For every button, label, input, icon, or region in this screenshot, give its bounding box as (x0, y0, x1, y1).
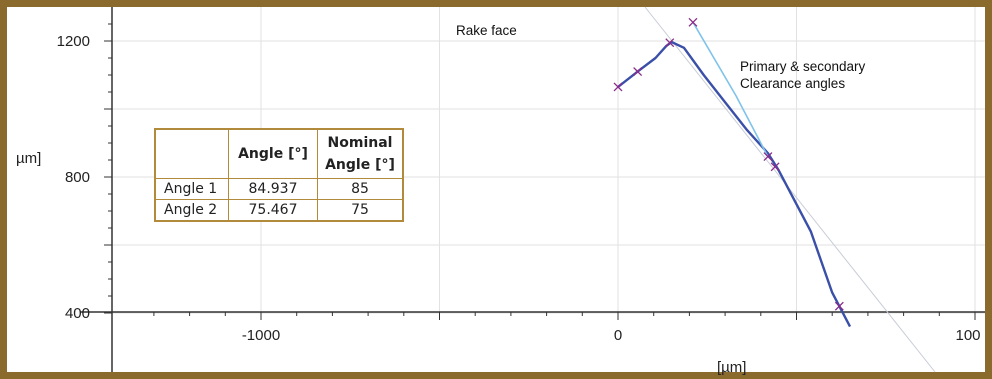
table-cell-angle: 75.467 (228, 199, 318, 222)
y-tick-label: 800 (65, 169, 90, 186)
series-profile-line (617, 40, 852, 328)
table-cell-label: Angle 1 (154, 178, 229, 200)
marker-point (613, 82, 623, 92)
x-tick-label: 0 (614, 327, 622, 344)
marker-stroke (613, 82, 623, 92)
table-header-nominal-line2: Angle [°] (325, 157, 395, 173)
marker-stroke (834, 301, 844, 311)
table-header-angle: Angle [°] (228, 128, 318, 179)
x-tick-label: 100 (955, 327, 980, 344)
x-axis-label: [µm] (717, 359, 746, 376)
table-cell-angle: 84.937 (228, 178, 318, 200)
marker-stroke (770, 162, 780, 172)
marker-point (688, 17, 698, 27)
series-clearance-line (692, 21, 769, 157)
y-tick-label: 1200 (57, 33, 90, 50)
axes (80, 7, 985, 372)
y-axis-label: µm] (16, 150, 41, 167)
x-tick-label: -1000 (242, 327, 280, 344)
marker-stroke (633, 67, 643, 77)
marker-stroke (763, 152, 773, 162)
table-cell-nominal: 75 (317, 199, 404, 222)
grid-lines (112, 7, 985, 314)
annotation-primary-secondary: Primary & secondary (740, 59, 866, 74)
table-row: Angle 1 84.937 85 (154, 178, 404, 200)
marker-point (763, 152, 773, 162)
table-cell-nominal: 85 (317, 178, 404, 200)
marker-point (770, 162, 780, 172)
table-row: Angle 2 75.467 75 (154, 199, 404, 222)
marker-point (665, 38, 675, 48)
table-cell-label: Angle 2 (154, 199, 229, 222)
marker-point (834, 301, 844, 311)
annotation-rake-face: Rake face (456, 23, 517, 38)
marker-point (633, 67, 643, 77)
series-layer (617, 6, 936, 373)
marker-stroke (688, 17, 698, 27)
annotation-clearance-angles: Clearance angles (740, 76, 845, 91)
marker-layer (613, 17, 844, 311)
table-header-nominal: Nominal Angle [°] (317, 128, 404, 179)
table-header-empty (154, 128, 229, 179)
table-header-row: Angle [°] Nominal Angle [°] (154, 128, 404, 179)
table-header-nominal-line1: Nominal (327, 135, 393, 151)
tick-labels: 1200 800 400 -1000 0 100 (57, 33, 981, 344)
y-tick-label: 400 (65, 305, 90, 322)
angle-table: Angle [°] Nominal Angle [°] Angle 1 84.9… (154, 128, 404, 222)
marker-stroke (665, 38, 675, 48)
